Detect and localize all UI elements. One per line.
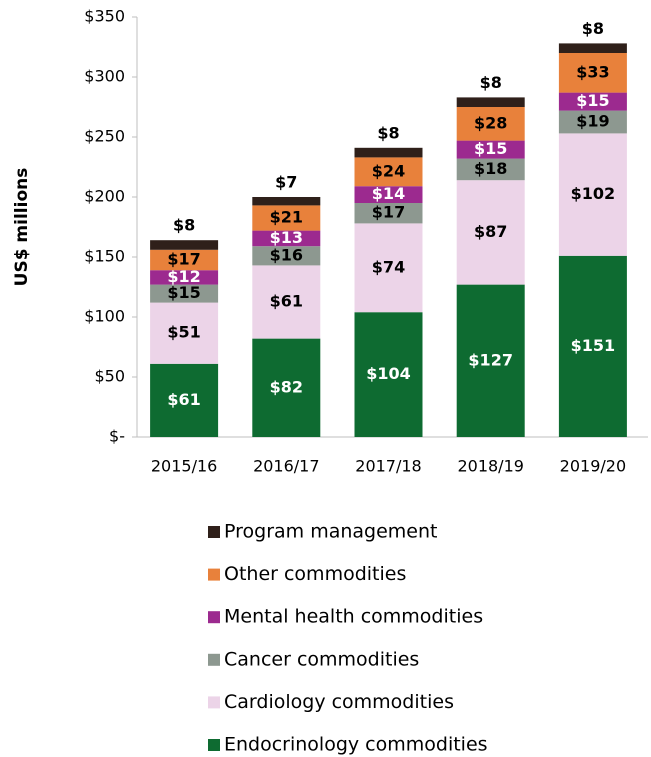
y-tick-label: $150 [84, 247, 125, 266]
value-label: $7 [275, 173, 297, 192]
bar-segment [558, 133, 627, 256]
value-label: $51 [167, 323, 200, 342]
bar-segment [558, 255, 627, 437]
legend-swatch [208, 653, 220, 666]
value-label: $17 [372, 203, 405, 222]
y-tick-label: $250 [84, 127, 125, 146]
bar-segment [150, 302, 219, 364]
bar-segment [456, 284, 525, 437]
bar-segment [354, 186, 423, 203]
value-label: $61 [167, 390, 200, 409]
legend-swatch [208, 739, 220, 751]
value-label: $18 [474, 159, 507, 178]
bar-segment [150, 240, 219, 250]
bar-segment [456, 180, 525, 285]
bar-segment [456, 107, 525, 141]
legend-label: Other commodities [224, 563, 406, 585]
value-label: $8 [480, 73, 502, 92]
y-tick-label: $300 [84, 67, 125, 86]
bar-segment [456, 140, 525, 159]
value-label: $151 [571, 336, 616, 355]
bar-segment [150, 284, 219, 303]
bar-segment [354, 157, 423, 187]
y-tick-label: $- [109, 427, 125, 446]
value-label: $8 [377, 123, 399, 142]
legend-label: Cardiology commodities [224, 691, 454, 713]
legend-label: Endocrinology commodities [224, 734, 488, 756]
bar-segment [456, 158, 525, 181]
x-tick-label: 2018/19 [457, 457, 523, 476]
value-label: $74 [372, 257, 405, 276]
bar-segment [150, 249, 219, 271]
bar-segment [558, 92, 627, 111]
y-axis-title: US$ millions [12, 168, 32, 287]
value-label: $16 [270, 245, 303, 264]
bar-segment [558, 110, 627, 134]
value-label: $17 [167, 250, 200, 269]
bar-segment [252, 205, 321, 231]
legend-label: Program management [224, 521, 437, 543]
y-tick-label: $100 [84, 307, 125, 326]
value-label: $102 [571, 184, 616, 203]
value-label: $104 [366, 364, 411, 383]
bar-segment [558, 43, 627, 53]
bar-segment [252, 265, 321, 339]
legend-swatch [208, 611, 220, 624]
value-label: $24 [372, 161, 405, 180]
x-tick-label: 2015/16 [151, 457, 217, 476]
bar-segment [456, 97, 525, 107]
value-label: $87 [474, 222, 507, 241]
x-tick-label: 2017/18 [355, 457, 421, 476]
bar-segment [150, 270, 219, 285]
bar-segment [354, 223, 423, 313]
value-label: $15 [167, 283, 200, 302]
bar-segment [252, 197, 321, 206]
value-label: $14 [372, 184, 405, 203]
bar-segment [354, 312, 423, 437]
bar-segment [252, 246, 321, 266]
bar-segment [150, 363, 219, 437]
value-label: $13 [270, 228, 303, 247]
legend-label: Mental health commodities [224, 606, 483, 628]
value-label: $12 [167, 267, 200, 286]
value-label: $33 [576, 62, 609, 81]
legend-swatch [208, 526, 220, 538]
value-label: $127 [468, 350, 513, 369]
value-label: $82 [270, 377, 303, 396]
bar-segment [354, 147, 423, 158]
x-tick-label: 2019/20 [560, 457, 626, 476]
value-label: $28 [474, 113, 507, 132]
legend-label: Cancer commodities [224, 648, 419, 670]
value-label: $8 [173, 216, 195, 235]
x-tick-label: 2016/17 [253, 457, 319, 476]
legend-swatch [208, 696, 220, 709]
value-label: $8 [582, 19, 604, 38]
y-tick-label: $50 [94, 367, 125, 386]
bar-segment [558, 53, 627, 93]
value-label: $61 [270, 292, 303, 311]
y-tick-label: $200 [84, 187, 125, 206]
value-label: $15 [474, 139, 507, 158]
bar-segment [354, 203, 423, 224]
value-label: $15 [576, 91, 609, 110]
value-label: $19 [576, 112, 609, 131]
y-tick-label: $350 [84, 7, 125, 26]
value-label: $21 [270, 208, 303, 227]
bar-segment [252, 230, 321, 247]
legend-swatch [208, 568, 220, 581]
bar-segment [252, 338, 321, 437]
